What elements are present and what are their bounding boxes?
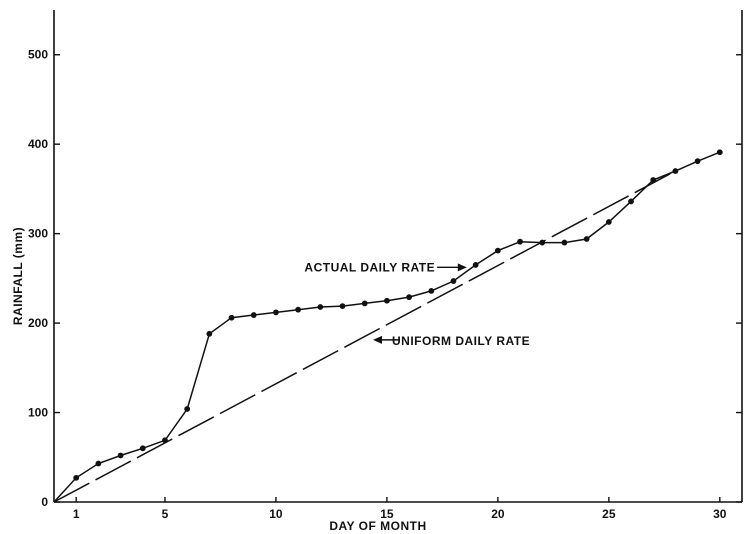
data-point <box>228 314 235 321</box>
data-point <box>339 303 346 309</box>
annotation-arrowhead <box>373 335 383 344</box>
data-point <box>450 278 457 284</box>
y-axis-ticks: 0 100 200 300 400 500 <box>28 48 742 509</box>
uniform-daily-rate-line <box>53 170 676 503</box>
annotations: ACTUAL DAILY RATE UNIFORM DAILY RATE <box>304 260 530 348</box>
data-point <box>73 474 80 481</box>
data-point <box>95 460 102 467</box>
y-tick-label: 300 <box>28 227 48 241</box>
y-tick-label: 200 <box>28 316 48 330</box>
data-point <box>206 330 213 337</box>
data-point <box>428 287 435 294</box>
data-point <box>295 306 302 313</box>
data-point <box>605 219 612 225</box>
data-point <box>561 239 568 246</box>
y-tick-label: 500 <box>28 48 48 62</box>
x-tick-label: 15 <box>380 507 394 521</box>
data-point <box>406 294 412 301</box>
annotation-uniform-daily-rate: UNIFORM DAILY RATE <box>392 334 530 348</box>
x-tick-label: 1 <box>73 507 80 521</box>
data-point <box>583 236 590 242</box>
data-point <box>139 445 146 452</box>
annotation-actual-daily-rate: ACTUAL DAILY RATE <box>304 260 435 274</box>
data-point <box>117 452 124 459</box>
x-tick-label: 30 <box>713 507 727 521</box>
y-tick-label: 100 <box>28 406 48 420</box>
data-point <box>317 304 324 310</box>
data-point <box>184 406 191 412</box>
data-point <box>694 158 701 165</box>
data-point <box>494 247 501 254</box>
axes <box>53 10 743 503</box>
x-tick-label: 20 <box>491 507 505 521</box>
data-point <box>716 149 723 156</box>
x-axis-title: DAY OF MONTH <box>329 519 426 533</box>
data-point <box>628 198 634 205</box>
annotation-arrowhead <box>457 263 467 272</box>
y-tick-label: 400 <box>28 137 48 151</box>
x-tick-label: 5 <box>162 507 169 521</box>
data-point <box>273 309 279 316</box>
x-tick-label: 10 <box>269 507 283 521</box>
y-axis-title: RAINFALL (mm) <box>11 227 25 325</box>
data-point <box>672 168 679 174</box>
x-tick-label: 25 <box>602 507 616 521</box>
data-point <box>384 297 390 304</box>
data-point <box>517 238 523 245</box>
data-point <box>361 300 368 307</box>
y-tick-label: 0 <box>41 495 48 509</box>
x-axis-ticks: 1 5 10 15 20 25 30 <box>73 497 727 521</box>
data-point <box>250 312 257 318</box>
series-layer <box>53 149 723 503</box>
data-point <box>472 262 479 268</box>
